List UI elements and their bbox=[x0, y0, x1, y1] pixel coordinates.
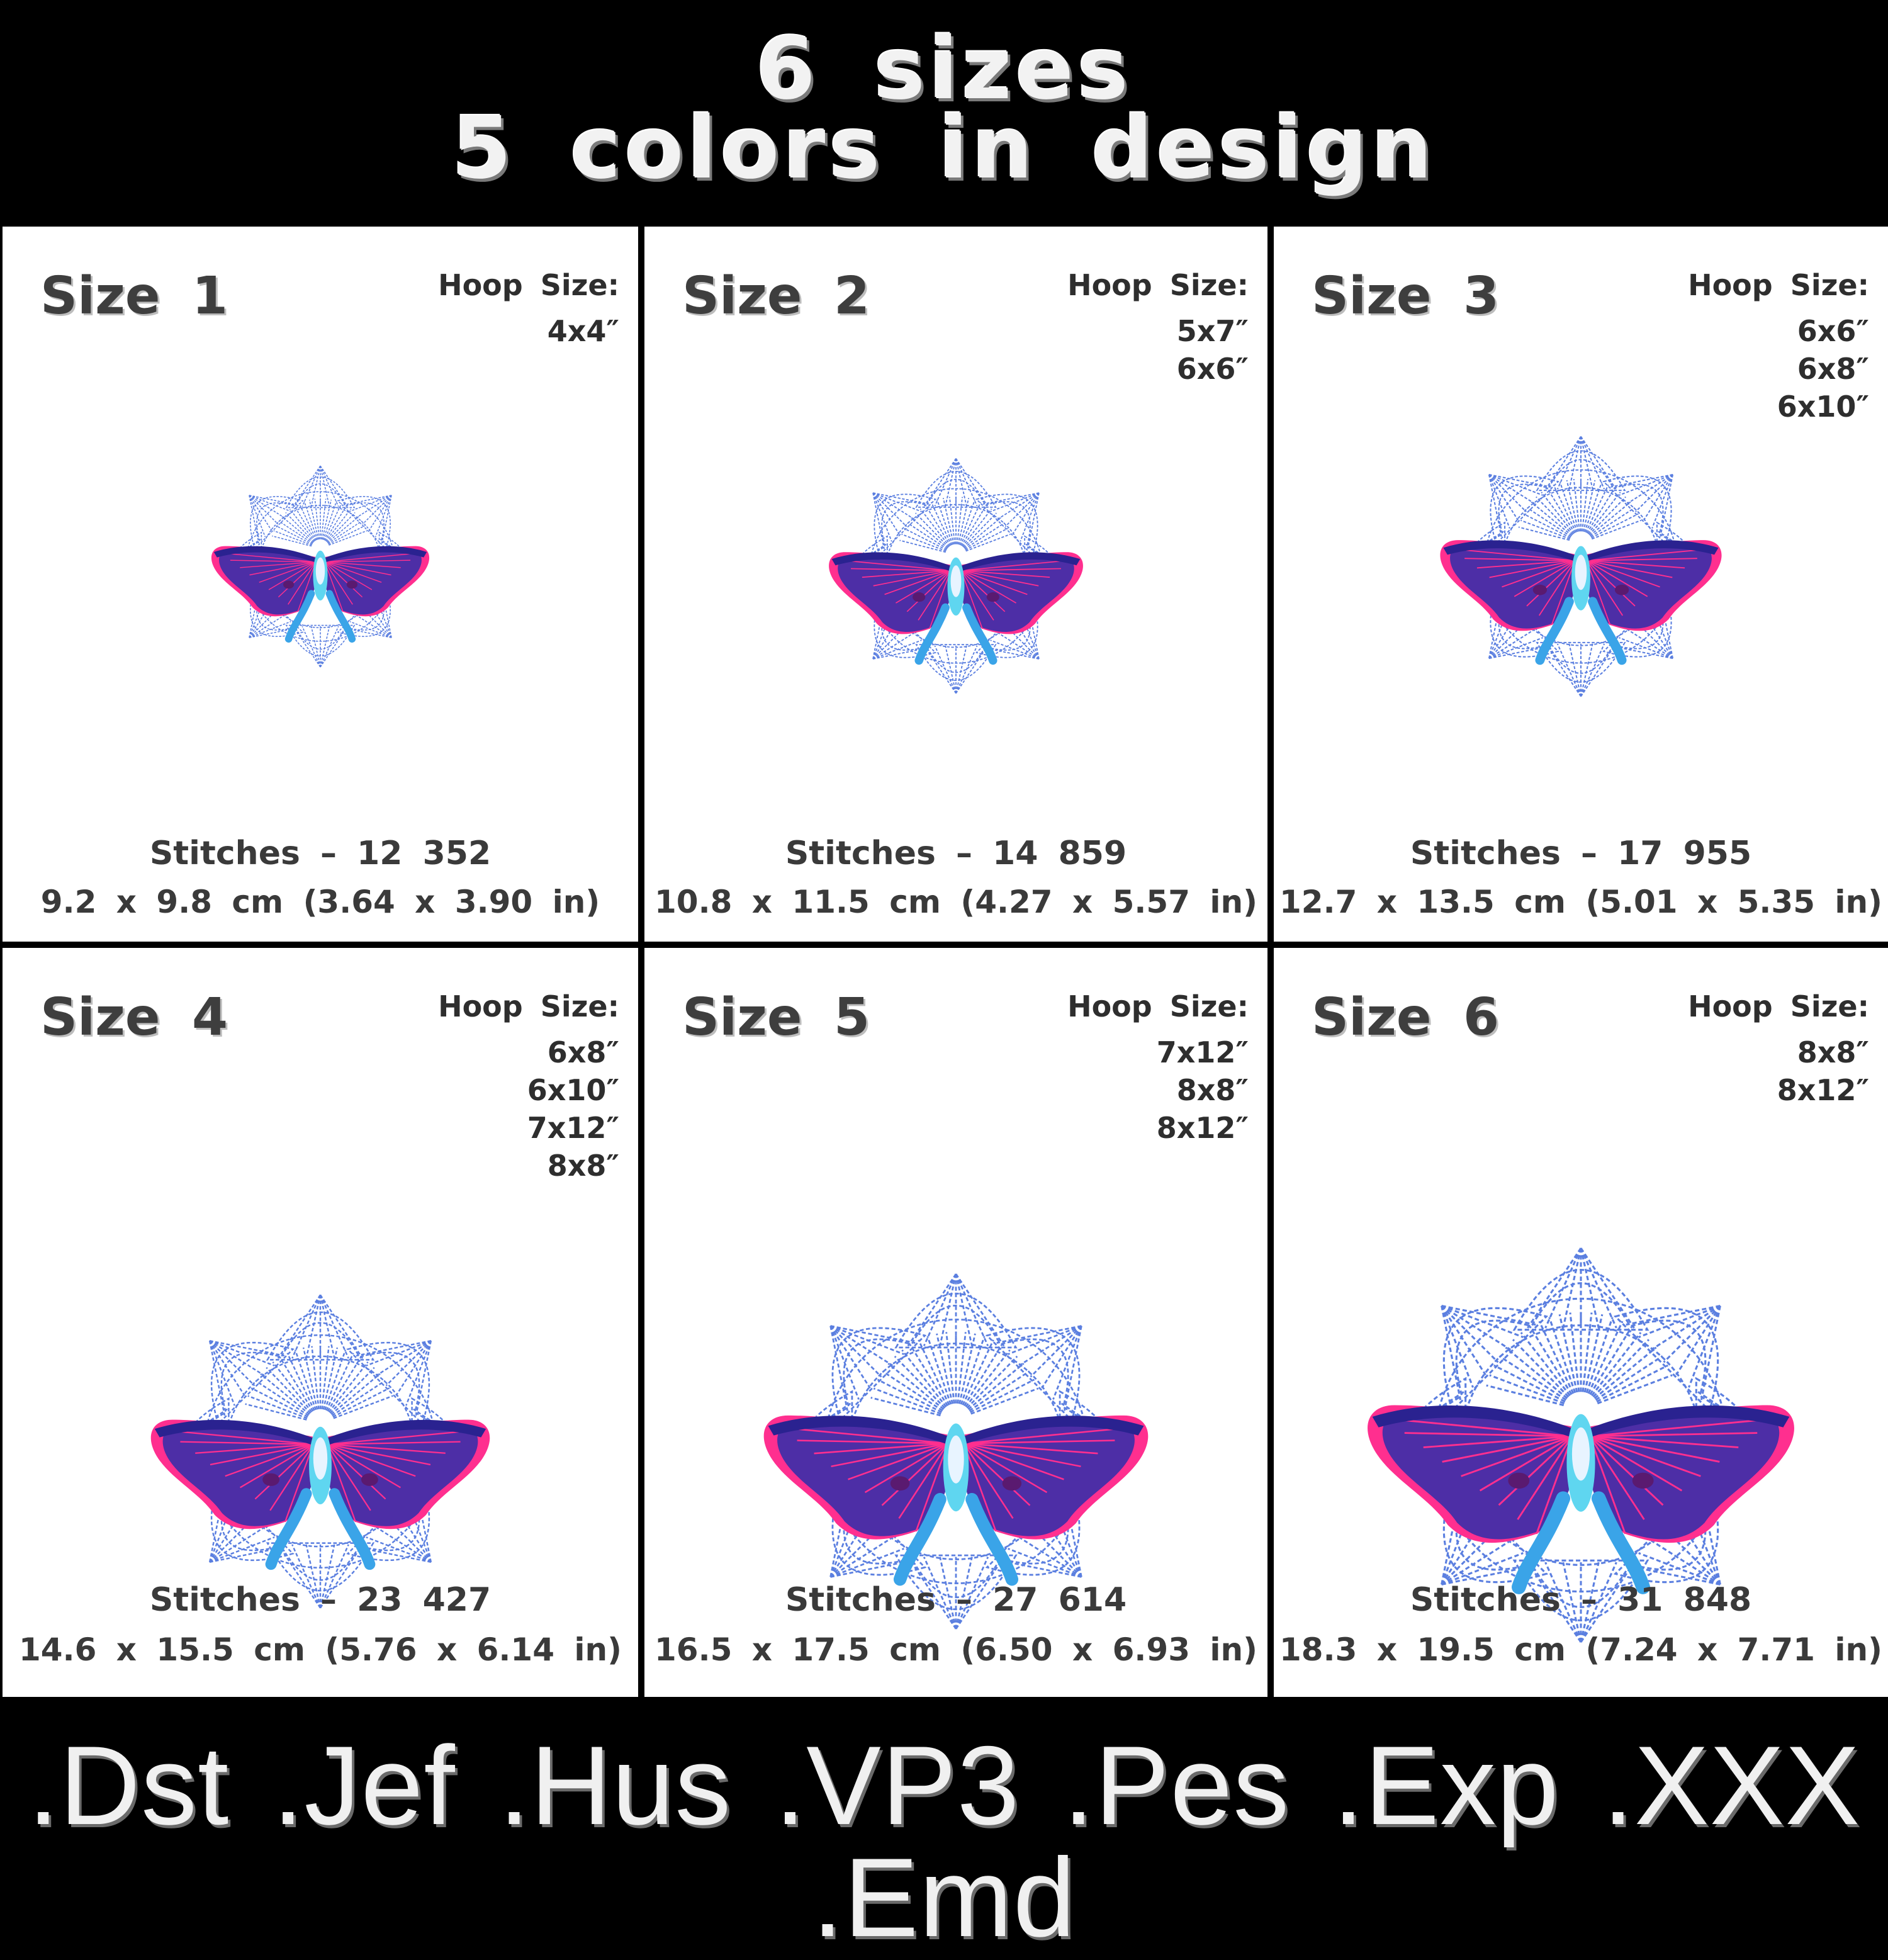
hoop-size-label: Hoop Size: bbox=[438, 268, 619, 302]
moth-group bbox=[1440, 436, 1722, 697]
size-card-2: Size 2 Hoop Size: 5x7″ 6x6″ Stitches – 1… bbox=[644, 227, 1267, 942]
hoop-size-label: Hoop Size: bbox=[1067, 268, 1249, 302]
size-title: Size 3 bbox=[1312, 266, 1500, 326]
stitch-count: Stitches – 17 955 bbox=[1410, 835, 1752, 872]
moth-group bbox=[1368, 1248, 1794, 1643]
hoop-size-item: 5x7″ bbox=[1176, 314, 1249, 348]
hoop-size-list: Hoop Size: 6x6″ 6x8″ 6x10″ bbox=[1688, 271, 1869, 425]
design-dimensions: 12.7 x 13.5 cm (5.01 x 5.35 in) bbox=[1279, 884, 1882, 920]
moth-wings bbox=[1368, 1405, 1794, 1543]
size-title: Size 4 bbox=[40, 988, 228, 1047]
size-card-1: Size 1 Hoop Size: 4x4″ Stitches – 12 352… bbox=[3, 227, 638, 942]
moth-mandala-design bbox=[763, 1273, 1149, 1630]
size-card-6: Size 6 Hoop Size: 8x8″ 8x12″ Stitches – … bbox=[1274, 948, 1888, 1697]
stitch-count: Stitches – 27 614 bbox=[785, 1581, 1127, 1619]
design-dimensions: 14.6 x 15.5 cm (5.76 x 6.14 in) bbox=[19, 1631, 622, 1668]
stitch-count: Stitches – 31 848 bbox=[1410, 1581, 1752, 1619]
header-line-colors: 5 colors in design bbox=[452, 99, 1436, 198]
header-line-sizes: 6 sizes bbox=[756, 20, 1132, 119]
hoop-size-item: 7x12″ bbox=[1156, 1035, 1249, 1069]
size-card-4: Size 4 Hoop Size: 6x8″ 6x10″ 7x12″ 8x8″ … bbox=[3, 948, 638, 1697]
footer-banner: .Dst .Jef .Hus .VP3 .Pes .Exp .XXX .Emd bbox=[0, 1699, 1888, 1954]
hoop-size-label: Hoop Size: bbox=[438, 989, 619, 1023]
moth-mandala-design bbox=[1440, 436, 1722, 697]
moth-group bbox=[150, 1294, 490, 1609]
hoop-size-item: 6x10″ bbox=[527, 1073, 619, 1107]
design-dimensions: 9.2 x 9.8 cm (3.64 x 3.90 in) bbox=[40, 884, 600, 920]
moth-group bbox=[211, 465, 430, 668]
hoop-size-item: 6x10″ bbox=[1777, 390, 1869, 424]
hoop-size-list: Hoop Size: 7x12″ 8x8″ 8x12″ bbox=[1067, 992, 1249, 1147]
hoop-size-label: Hoop Size: bbox=[1688, 989, 1869, 1023]
moth-tails bbox=[1512, 1491, 1650, 1594]
moth-wings bbox=[150, 1419, 490, 1529]
moth-mandala-design bbox=[211, 465, 430, 668]
moth-group bbox=[829, 458, 1083, 694]
hoop-size-item: 8x12″ bbox=[1156, 1111, 1249, 1145]
hoop-size-item: 6x8″ bbox=[1797, 352, 1869, 386]
moth-wings bbox=[763, 1415, 1149, 1540]
hoop-size-list: Hoop Size: 6x8″ 6x10″ 7x12″ 8x8″ bbox=[438, 992, 619, 1185]
hoop-size-item: 8x8″ bbox=[1176, 1073, 1249, 1107]
moth-tails bbox=[893, 1493, 1019, 1586]
size-title: Size 2 bbox=[682, 266, 870, 326]
hoop-size-label: Hoop Size: bbox=[1688, 268, 1869, 302]
stitch-count: Stitches – 23 427 bbox=[149, 1581, 492, 1619]
hoop-size-list: Hoop Size: 4x4″ bbox=[438, 271, 619, 350]
moth-tails bbox=[914, 603, 997, 665]
moth-tails bbox=[265, 1488, 376, 1570]
moth-wings bbox=[211, 546, 430, 617]
design-dimensions: 16.5 x 17.5 cm (6.50 x 6.93 in) bbox=[655, 1631, 1257, 1668]
size-card-3: Size 3 Hoop Size: 6x6″ 6x8″ 6x10″ Stitch… bbox=[1274, 227, 1888, 942]
stitch-count: Stitches – 14 859 bbox=[785, 835, 1127, 872]
hoop-size-item: 8x12″ bbox=[1777, 1073, 1869, 1107]
hoop-size-item: 8x8″ bbox=[1797, 1035, 1869, 1069]
moth-tails bbox=[1535, 597, 1627, 665]
file-formats-list: .Dst .Jef .Hus .VP3 .Pes .Exp .XXX .Emd bbox=[28, 1723, 1860, 1960]
hoop-size-label: Hoop Size: bbox=[1067, 989, 1249, 1023]
design-dimensions: 10.8 x 11.5 cm (4.27 x 5.57 in) bbox=[655, 884, 1257, 920]
moth-mandala-design bbox=[1368, 1248, 1794, 1643]
hoop-size-list: Hoop Size: 8x8″ 8x12″ bbox=[1688, 992, 1869, 1109]
hoop-size-list: Hoop Size: 5x7″ 6x6″ bbox=[1067, 271, 1249, 388]
size-card-5: Size 5 Hoop Size: 7x12″ 8x8″ 8x12″ Stitc… bbox=[644, 948, 1267, 1697]
stitch-count: Stitches – 12 352 bbox=[149, 835, 492, 872]
size-grid: Size 1 Hoop Size: 4x4″ Stitches – 12 352… bbox=[0, 224, 1888, 1699]
moth-tails bbox=[284, 590, 356, 643]
hoop-size-item: 6x6″ bbox=[1176, 352, 1249, 386]
moth-mandala-design bbox=[829, 458, 1083, 694]
hoop-size-item: 8x8″ bbox=[547, 1149, 619, 1183]
moth-group bbox=[763, 1273, 1149, 1630]
size-title: Size 1 bbox=[40, 266, 228, 326]
size-title: Size 5 bbox=[682, 988, 870, 1047]
hoop-size-item: 4x4″ bbox=[547, 314, 619, 348]
hoop-size-item: 6x8″ bbox=[547, 1035, 619, 1069]
hoop-size-item: 6x6″ bbox=[1797, 314, 1869, 348]
moth-mandala-design bbox=[150, 1294, 490, 1609]
moth-wings bbox=[1440, 540, 1722, 631]
hoop-size-item: 7x12″ bbox=[527, 1111, 619, 1145]
design-dimensions: 18.3 x 19.5 cm (7.24 x 7.71 in) bbox=[1279, 1631, 1882, 1668]
header-banner: 6 sizes 5 colors in design bbox=[0, 0, 1888, 224]
size-title: Size 6 bbox=[1312, 988, 1500, 1047]
moth-wings bbox=[829, 552, 1083, 634]
